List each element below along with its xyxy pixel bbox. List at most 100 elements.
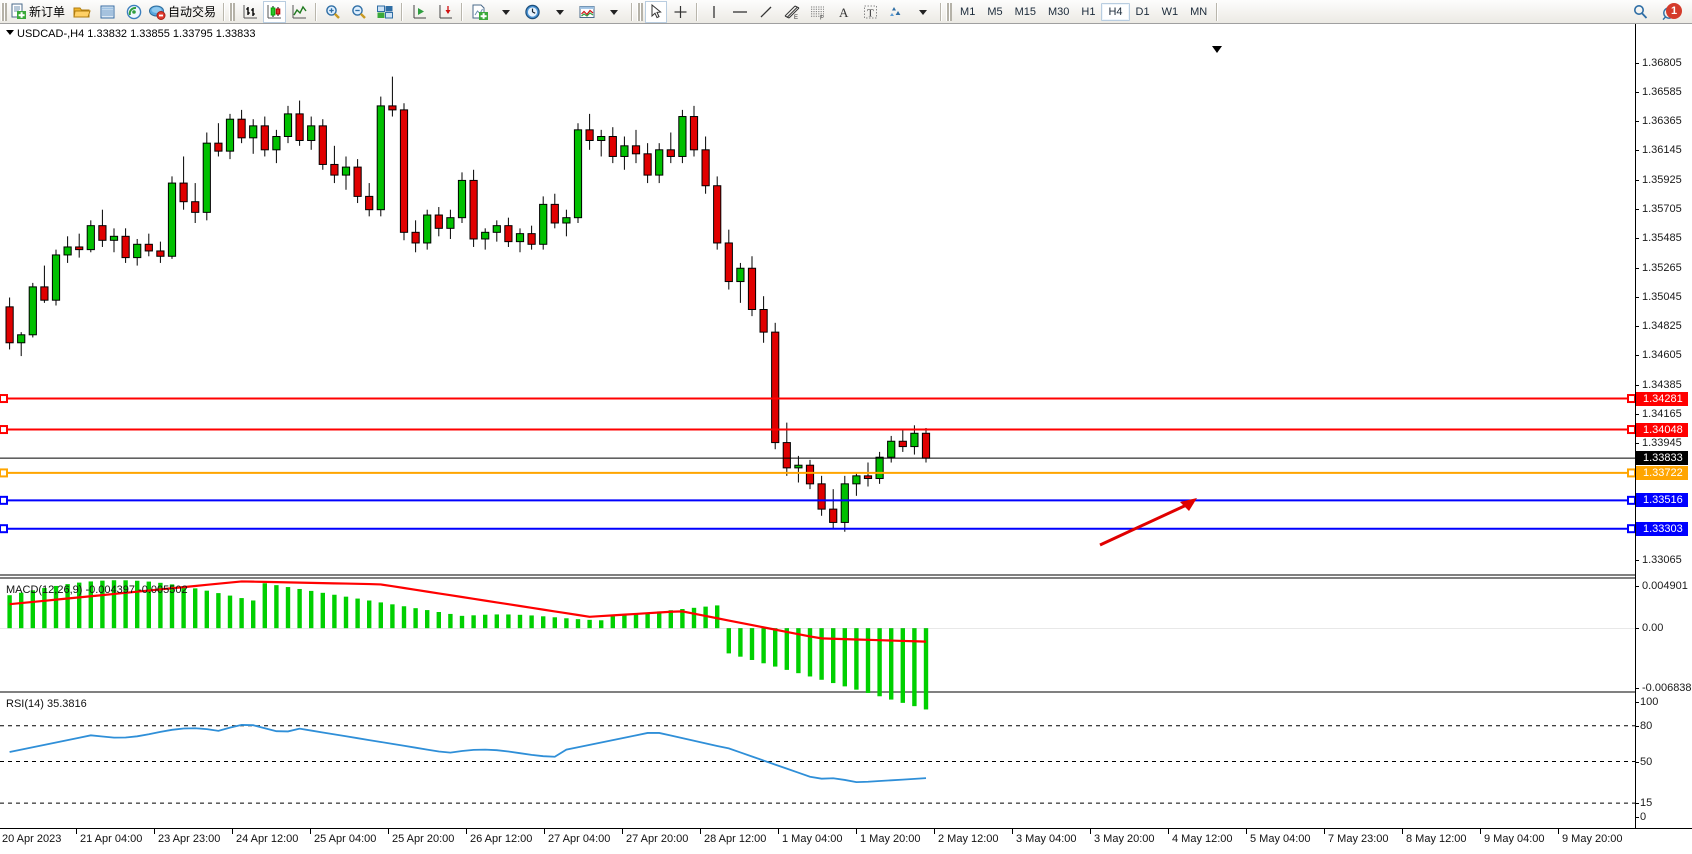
price-axis[interactable]: 1.36805 1.36585 1.36365 1.36145 1.35925 1.357… xyxy=(1635,24,1692,829)
new-order-button[interactable]: 新订单 xyxy=(9,1,69,23)
trendline-icon xyxy=(758,4,774,20)
time-label: 3 May 04:00 xyxy=(1016,833,1077,845)
price-tick: 1.34605 xyxy=(1636,349,1682,361)
auto-trading-label: 自动交易 xyxy=(168,5,217,19)
text-label-button[interactable]: T xyxy=(857,1,883,23)
time-label: 1 May 20:00 xyxy=(860,833,921,845)
line-chart-icon xyxy=(291,4,308,20)
macd-tick: -0.006838 xyxy=(1636,682,1692,694)
chart-shift-button[interactable] xyxy=(432,1,458,23)
price-tick: 1.35045 xyxy=(1636,291,1682,303)
signals-button[interactable] xyxy=(121,1,147,23)
periods-dropdown[interactable] xyxy=(546,1,574,23)
toolbar-separator-5 xyxy=(631,2,634,21)
time-label: 5 May 04:00 xyxy=(1250,833,1311,845)
time-label: 9 May 20:00 xyxy=(1562,833,1623,845)
chevron-down-icon xyxy=(919,8,928,16)
bar-chart-button[interactable] xyxy=(237,1,263,23)
time-label: 27 Apr 20:00 xyxy=(626,833,689,845)
chevron-down-icon xyxy=(502,8,511,16)
price-tag-support-2[interactable]: 1.33303 xyxy=(1636,521,1688,536)
auto-trading-button[interactable]: 自动交易 xyxy=(147,1,220,23)
price-tick: 1.36805 xyxy=(1636,57,1682,69)
zoom-out-icon xyxy=(350,4,368,20)
svg-text:T: T xyxy=(867,7,874,19)
chart-menu-caret-icon[interactable] xyxy=(6,30,14,35)
price-plot[interactable] xyxy=(0,24,1636,829)
timeframe-d1[interactable]: D1 xyxy=(1135,5,1150,18)
objects-dropdown[interactable] xyxy=(909,1,937,23)
time-tick xyxy=(76,829,77,834)
price-tag-support-1[interactable]: 1.33516 xyxy=(1636,493,1688,508)
time-label: 7 May 23:00 xyxy=(1328,833,1389,845)
toolbar-grip-2[interactable] xyxy=(229,2,236,21)
time-tick xyxy=(1246,829,1247,834)
price-tag-resistance-1[interactable]: 1.34048 xyxy=(1636,422,1688,437)
price-tag-pivot[interactable]: 1.33722 xyxy=(1636,465,1688,480)
price-tick: 1.36585 xyxy=(1636,86,1682,98)
candlestick-chart-button[interactable] xyxy=(263,0,287,23)
time-tick xyxy=(1090,829,1091,834)
indicators-button[interactable] xyxy=(466,1,492,23)
equidistant-channel-button[interactable]: E xyxy=(779,1,805,23)
toolbar-grip-3[interactable] xyxy=(637,2,644,21)
time-label: 28 Apr 12:00 xyxy=(704,833,767,845)
templates-dropdown[interactable] xyxy=(600,1,628,23)
text-button[interactable]: A xyxy=(831,1,857,23)
price-tick: 1.33065 xyxy=(1636,554,1682,566)
toolbar-grip-1[interactable] xyxy=(1,2,7,21)
tile-windows-button[interactable] xyxy=(372,1,398,23)
svg-text:F: F xyxy=(820,15,824,20)
time-axis[interactable]: 20 Apr 2023 21 Apr 04:00 23 Apr 23:00 24 Ap… xyxy=(0,828,1692,854)
time-tick xyxy=(466,829,467,834)
trendline-button[interactable] xyxy=(753,1,779,23)
fibonacci-button[interactable]: F xyxy=(805,1,831,23)
chart-area[interactable]: USDCAD-,H4 1.33832 1.33855 1.33795 1.338… xyxy=(0,24,1692,854)
time-label: 1 May 04:00 xyxy=(782,833,843,845)
crosshair-button[interactable] xyxy=(667,1,693,23)
cursor-button[interactable] xyxy=(645,0,668,23)
horizontal-line-button[interactable] xyxy=(727,1,753,23)
zoom-out-button[interactable] xyxy=(346,1,372,23)
chevron-down-icon xyxy=(556,8,565,16)
time-tick xyxy=(388,829,389,834)
indicators-dropdown[interactable] xyxy=(492,1,520,23)
market-watch-button[interactable] xyxy=(95,1,121,23)
price-tag-current-price[interactable]: 1.33833 xyxy=(1636,451,1688,466)
notification-button[interactable]: 1 xyxy=(1656,1,1686,23)
timeframe-m15[interactable]: M15 xyxy=(1014,5,1036,18)
search-icon xyxy=(1632,4,1650,20)
price-tick: 1.33945 xyxy=(1636,437,1682,449)
time-tick xyxy=(1168,829,1169,834)
time-tick xyxy=(544,829,545,834)
price-tick: 1.35705 xyxy=(1636,203,1682,215)
search-button[interactable] xyxy=(1628,1,1654,23)
macd-tick: 0.004901 xyxy=(1636,580,1688,592)
time-label: 8 May 12:00 xyxy=(1406,833,1467,845)
price-tag-resistance-2[interactable]: 1.34281 xyxy=(1636,391,1688,406)
timeframe-m5[interactable]: M5 xyxy=(987,5,1003,18)
time-label: 2 May 12:00 xyxy=(938,833,999,845)
timeframe-h1[interactable]: H1 xyxy=(1081,5,1096,18)
time-tick xyxy=(700,829,701,834)
zoom-in-button[interactable] xyxy=(320,1,346,23)
timeframe-h4[interactable]: H4 xyxy=(1101,2,1130,21)
time-tick xyxy=(856,829,857,834)
price-tick: 1.35925 xyxy=(1636,174,1682,186)
open-data-folder-button[interactable] xyxy=(69,1,95,23)
timeframe-m1[interactable]: M1 xyxy=(960,5,976,18)
time-tick xyxy=(1402,829,1403,834)
timeframe-mn[interactable]: MN xyxy=(1190,5,1208,18)
equidistant-channel-icon: E xyxy=(783,4,801,20)
line-chart-button[interactable] xyxy=(286,1,312,23)
toolbar-grip-4[interactable] xyxy=(946,2,953,21)
objects-button[interactable] xyxy=(883,1,909,23)
periods-button[interactable] xyxy=(520,1,546,23)
timeframe-m30[interactable]: M30 xyxy=(1048,5,1070,18)
auto-scroll-button[interactable] xyxy=(406,1,432,23)
time-tick xyxy=(1558,829,1559,834)
vertical-line-button[interactable] xyxy=(701,1,727,23)
time-tick xyxy=(310,829,311,834)
timeframe-w1[interactable]: W1 xyxy=(1161,5,1179,18)
templates-button[interactable] xyxy=(574,1,600,23)
